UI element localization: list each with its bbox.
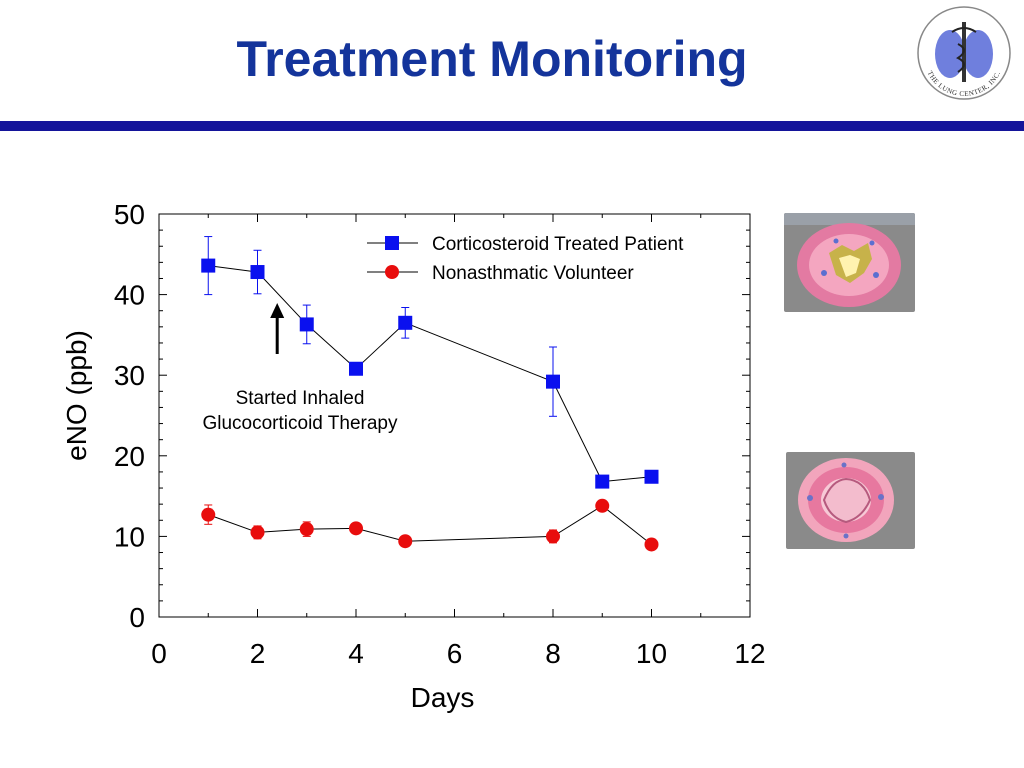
- x-tick-label: 2: [250, 638, 266, 669]
- legend-marker-circle: [385, 265, 399, 279]
- y-tick-label: 50: [114, 199, 145, 230]
- data-point-circle: [201, 507, 216, 522]
- x-tick-label: 6: [447, 638, 463, 669]
- data-point-square: [398, 315, 413, 330]
- data-point-square: [644, 469, 659, 484]
- data-point-circle: [644, 537, 659, 552]
- legend-marker-square: [385, 236, 399, 250]
- annotation-arrow-head: [270, 303, 285, 318]
- data-point-circle: [546, 529, 560, 544]
- data-point-square: [595, 474, 610, 489]
- data-point-square: [546, 374, 560, 389]
- x-tick-label: 12: [734, 638, 765, 669]
- annotation-text-line1: Started Inhaled: [236, 388, 365, 409]
- lung-center-logo: THE LUNG CENTER, INC.: [917, 6, 1011, 100]
- x-axis-label: Days: [411, 682, 475, 713]
- x-tick-label: 10: [636, 638, 667, 669]
- y-tick-label: 20: [114, 441, 145, 472]
- legend-label: Corticosteroid Treated Patient: [432, 234, 684, 255]
- slide-title: Treatment Monitoring: [236, 31, 748, 87]
- y-tick-label: 30: [114, 360, 145, 391]
- series-line-1: [208, 505, 652, 545]
- y-tick-label: 40: [114, 280, 145, 311]
- data-point-circle: [398, 534, 413, 549]
- data-point-circle: [595, 498, 610, 513]
- x-tick-label: 8: [545, 638, 561, 669]
- data-point-circle: [299, 522, 314, 537]
- y-axis-label: eNO (ppb): [61, 330, 92, 461]
- y-tick-label: 10: [114, 521, 145, 552]
- inflamed-airway-illustration: [784, 213, 915, 312]
- normal-airway-illustration: [786, 452, 915, 549]
- x-tick-label: 0: [151, 638, 167, 669]
- data-point-circle: [250, 525, 265, 540]
- header-rule: [0, 121, 1024, 131]
- series-line-0: [208, 265, 652, 483]
- data-point-square: [349, 361, 363, 376]
- data-point-square: [201, 258, 216, 273]
- legend-label: Nonasthmatic Volunteer: [432, 263, 634, 284]
- data-point-square: [299, 317, 314, 332]
- x-tick-label: 4: [348, 638, 364, 669]
- data-point-square: [250, 265, 265, 280]
- annotation-text-line2: Glucocorticoid Therapy: [202, 413, 398, 434]
- y-tick-label: 0: [129, 602, 145, 633]
- data-point-circle: [349, 521, 363, 536]
